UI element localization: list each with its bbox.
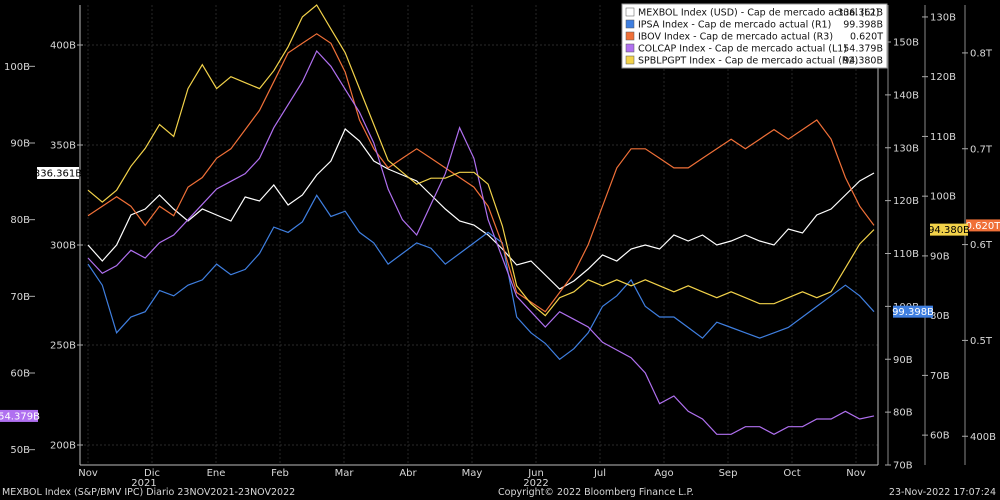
x-year-label: 2021	[131, 478, 156, 489]
legend-label: IBOV Index - Cap de mercado actual (R3)	[638, 32, 833, 43]
value-tag-2: 99.398B	[892, 307, 934, 318]
x-tick-label: Mar	[335, 468, 355, 479]
value-tag-bg	[930, 223, 968, 236]
legend-swatch	[625, 31, 635, 41]
tick-label-r1: 90B	[893, 355, 913, 366]
x-tick-label: Dic	[144, 468, 160, 479]
series-line-5	[87, 4, 875, 317]
x-tick-label: Sep	[719, 468, 738, 479]
tick-label-r2: 130B	[930, 12, 956, 23]
tick-label-r2: 100B	[930, 192, 956, 203]
tick-label-l2: 200B	[50, 441, 76, 452]
value-tag-3: 0.620T	[966, 221, 1000, 232]
x-tick-label: Nov	[846, 468, 866, 479]
value-tag-5: 94.380B	[928, 225, 970, 236]
x-tick-label: Oct	[783, 468, 800, 479]
footer-left: MEXBOL Index (S&P/BMV IPC) Diario 23NOV2…	[2, 487, 296, 498]
tick-label-r1: 110B	[893, 249, 919, 260]
tick-label-r2: 60B	[930, 431, 950, 442]
x-tick-label: Nov	[78, 468, 98, 479]
value-tag-bg	[0, 409, 38, 422]
tick-label-l1: 100B	[4, 62, 30, 73]
tick-label-l2: 350B	[50, 141, 76, 152]
tick-label-l2: 400B	[50, 41, 76, 52]
footer-timestamp: 23-Nov-2022 17:07:24	[888, 487, 996, 498]
last-value-tags: 336.361B 99.398B 0.620T 54.379B 94.380B	[0, 167, 1000, 422]
footer-copyright: Copyright© 2022 Bloomberg Finance L.P.	[498, 487, 694, 498]
legend-box	[621, 3, 888, 69]
tick-label-r2: 80B	[930, 311, 950, 322]
legend-swatch	[625, 43, 635, 53]
value-tag-1: 336.361B	[34, 169, 82, 180]
value-tag-bg	[966, 219, 1000, 232]
x-tick-label: Ene	[207, 468, 226, 479]
series-line-4	[87, 49, 875, 435]
tick-label-l1: 70B	[10, 292, 30, 303]
x-tick-label: Jun	[527, 468, 544, 479]
value-tag-bg	[37, 167, 79, 179]
tick-label-r2: 110B	[930, 132, 956, 143]
series-line-2	[87, 194, 875, 361]
tick-label-r2: 120B	[930, 72, 956, 83]
legend-label: COLCAP Index - Cap de mercado actual (L1…	[638, 44, 847, 55]
tick-label-r3: 0.7T	[970, 144, 993, 155]
legend-value: 336.361B	[837, 8, 883, 19]
value-tag-bg	[893, 305, 933, 318]
legend-swatch	[625, 19, 635, 29]
tick-label-l1: 90B	[10, 139, 30, 150]
series-lines	[87, 4, 875, 435]
tick-label-r1: 70B	[893, 461, 913, 472]
tick-label-r3: 0.8T	[970, 48, 993, 59]
axes: 50B 60B 70B 80B 90B 100B 200B 250B 300B 350B 400B 7…	[4, 5, 996, 489]
legend-swatch	[625, 7, 635, 17]
x-tick-label: Ago	[654, 468, 673, 479]
value-tag-4: 54.379B	[0, 411, 40, 422]
x-tick-label: May	[462, 468, 483, 479]
tick-label-l2: 250B	[50, 341, 76, 352]
tick-label-r2: 70B	[930, 371, 950, 382]
tick-label-r1: 80B	[893, 408, 913, 419]
series-line-3	[87, 33, 875, 313]
tick-label-l1: 80B	[10, 215, 30, 226]
legend-label: MEXBOL Index (USD) - Cap de mercado actu…	[638, 8, 879, 19]
x-year-label: 2022	[523, 478, 548, 489]
tick-label-l2: 300B	[50, 241, 76, 252]
legend-value: 0.620T	[850, 32, 883, 43]
tick-label-r1: 150B	[893, 38, 919, 49]
x-tick-label: Feb	[271, 468, 289, 479]
tick-label-r2: 90B	[930, 251, 950, 262]
legend: MEXBOL Index (USD) - Cap de mercado actu…	[621, 3, 888, 69]
tick-label-r3: 0.5T	[970, 336, 993, 347]
legend-value: 99.398B	[843, 20, 883, 31]
tick-label-r3: 0.6T	[970, 240, 993, 251]
legend-label: SPBLPGPT Index - Cap de mercado actual (…	[638, 56, 858, 67]
x-tick-label: Abr	[399, 468, 417, 479]
tick-label-r1: 140B	[893, 90, 919, 101]
tick-label-r3: 400B	[970, 432, 996, 443]
tick-label-r1: 120B	[893, 196, 919, 207]
tick-label-l1: 50B	[10, 445, 30, 456]
tick-label-l1: 60B	[10, 369, 30, 380]
series-line-1	[87, 128, 875, 290]
legend-value: 94.380B	[843, 56, 883, 67]
legend-value: 54.379B	[843, 44, 883, 55]
legend-swatch	[625, 55, 635, 65]
legend-label: IPSA Index - Cap de mercado actual (R1)	[638, 20, 831, 31]
tick-label-r1: 130B	[893, 143, 919, 154]
x-tick-label: Jul	[593, 468, 606, 479]
